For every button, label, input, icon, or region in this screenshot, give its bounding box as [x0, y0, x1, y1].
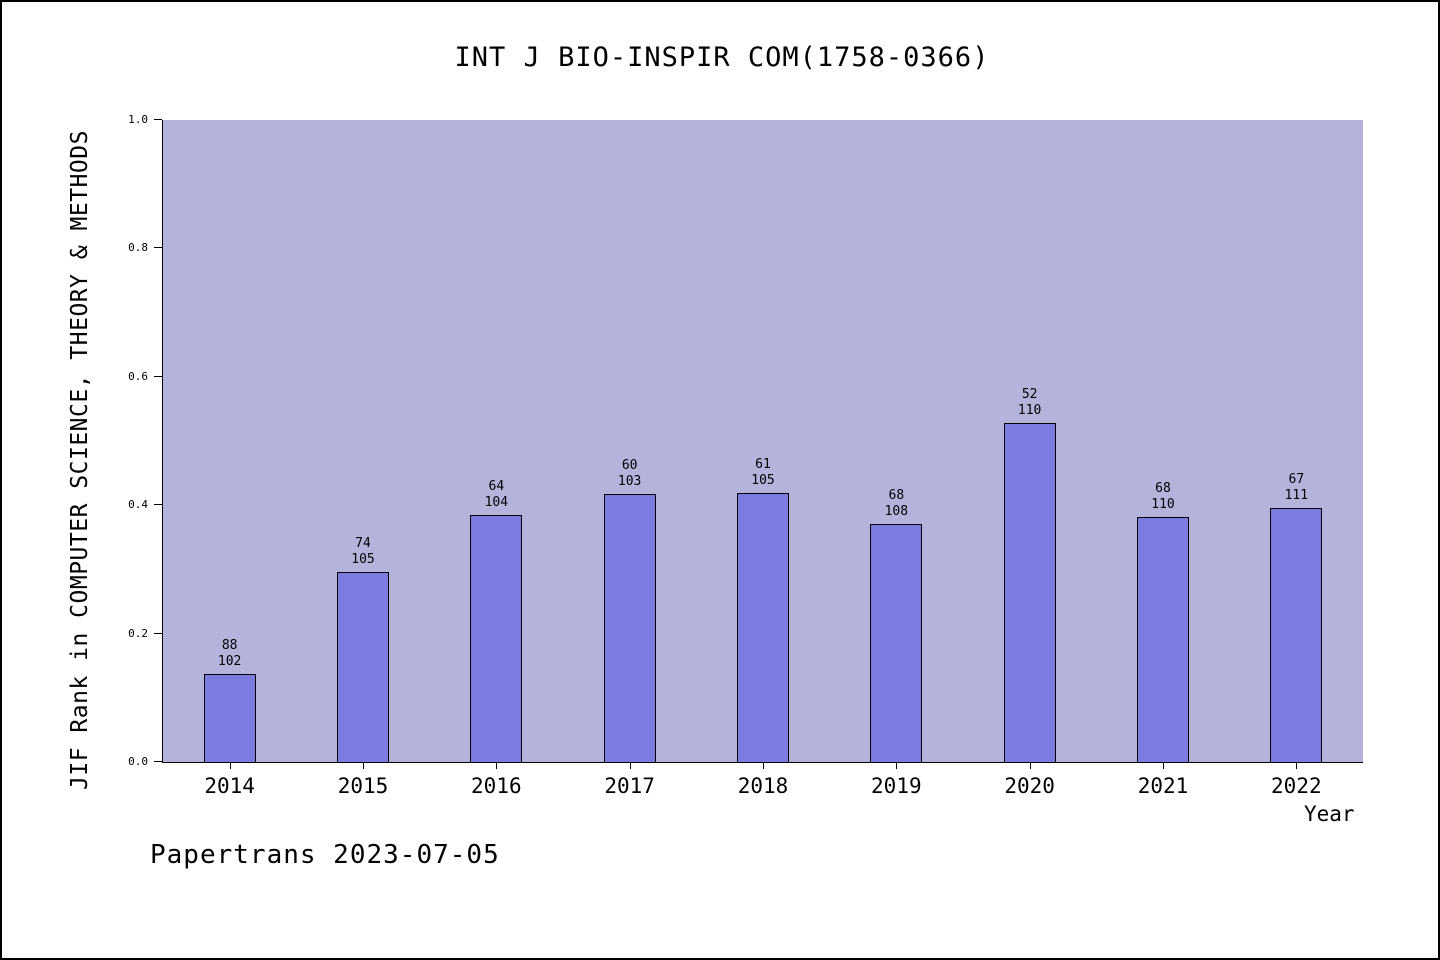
bar-rank-value: 68	[888, 488, 905, 503]
y-axis-tick-label: 0.0	[128, 755, 148, 768]
bar-total-value: 103	[617, 474, 642, 489]
x-axis-tick-label: 2018	[737, 774, 789, 798]
bar-2018	[737, 493, 789, 762]
x-axis-tick-label: 2022	[1271, 774, 1322, 798]
bar-rank-value: 60	[621, 458, 638, 473]
y-axis-tick	[154, 504, 162, 506]
bar-rank-value: 88	[221, 638, 238, 653]
bar-2019	[870, 524, 923, 762]
x-axis-tick-label: 2014	[204, 774, 255, 798]
bar-rank-value: 52	[1021, 387, 1038, 402]
bar-2014	[203, 674, 256, 762]
x-axis-tick	[229, 762, 231, 769]
bar-value-label: 74 105	[323, 536, 403, 568]
bar-2021	[1137, 517, 1189, 762]
bar-total-value: 110	[1017, 403, 1042, 418]
y-axis-tick	[154, 247, 162, 249]
bar-2020	[1003, 423, 1056, 762]
x-axis-tick-label: 2015	[337, 774, 389, 798]
bar-rank-value: 74	[355, 536, 371, 551]
watermark-text: Papertrans 2023-07-05	[150, 840, 500, 870]
chart-title: INT J BIO-INSPIR COM(1758-0366)	[454, 42, 990, 73]
x-axis-tick	[496, 762, 498, 769]
bar-rank-value: 64	[488, 479, 505, 494]
bar-2022	[1270, 508, 1323, 762]
bar-total-value: 111	[1284, 488, 1309, 503]
y-axis-tick-label: 0.2	[128, 626, 148, 640]
bar-total-value: 102	[217, 654, 242, 669]
bar-value-label: 67 111	[1256, 472, 1336, 504]
x-axis-tick-label: 2016	[471, 774, 522, 798]
y-axis-tick-label: 0.6	[128, 369, 148, 383]
bar-total-value: 108	[884, 504, 909, 519]
bar-value-label: 61 105	[723, 457, 803, 489]
y-axis-tick-label: 0.8	[128, 241, 148, 255]
bar-value-label: 64 104	[456, 479, 536, 511]
x-axis-tick	[1163, 762, 1164, 769]
x-axis-tick-label: 2020	[1004, 774, 1055, 798]
bar-total-value: 104	[484, 495, 509, 510]
plot-area: 0.0 0.2 0.4 0.6 0.8 1.0 88 102 2014 74 105 2015 64 10…	[128, 113, 1363, 798]
x-axis-tick-label: 2017	[604, 774, 655, 798]
y-axis-tick-label: 1.0	[128, 113, 148, 126]
y-axis-tick	[154, 632, 162, 634]
x-axis-tick-label: 2019	[871, 774, 922, 798]
x-axis-tick	[363, 762, 364, 769]
x-axis-label: Year	[1304, 802, 1355, 826]
y-axis-label: JIF Rank in COMPUTER SCIENCE, THEORY & M…	[67, 130, 93, 790]
x-axis-tick	[763, 762, 764, 769]
y-axis-tick	[154, 761, 162, 762]
bar-value-label: 60 103	[590, 458, 670, 490]
bar-total-value: 110	[1151, 497, 1175, 512]
bar-value-label: 68 110	[1123, 481, 1203, 513]
y-axis-tick	[154, 119, 162, 120]
bar-total-value: 105	[351, 552, 375, 567]
bar-value-label: 52 110	[990, 387, 1070, 419]
x-axis-tick-label: 2021	[1137, 774, 1189, 798]
y-axis-tick-label: 0.4	[128, 498, 148, 512]
bar-value-label: 88 102	[190, 638, 270, 670]
bar-value-label: 68 108	[856, 488, 936, 520]
bar-2017	[603, 494, 656, 762]
y-axis-tick	[154, 375, 162, 377]
x-axis-tick	[629, 762, 631, 769]
bar-rank-value: 61	[755, 457, 771, 472]
bar-total-value: 105	[751, 473, 775, 488]
x-axis-tick	[896, 762, 898, 769]
bar-rank-value: 67	[1288, 472, 1305, 487]
bar-2016	[470, 515, 523, 762]
bar-2015	[337, 572, 389, 762]
x-axis-tick	[1296, 762, 1298, 769]
x-axis-tick	[1029, 762, 1031, 769]
bar-rank-value: 68	[1155, 481, 1171, 496]
